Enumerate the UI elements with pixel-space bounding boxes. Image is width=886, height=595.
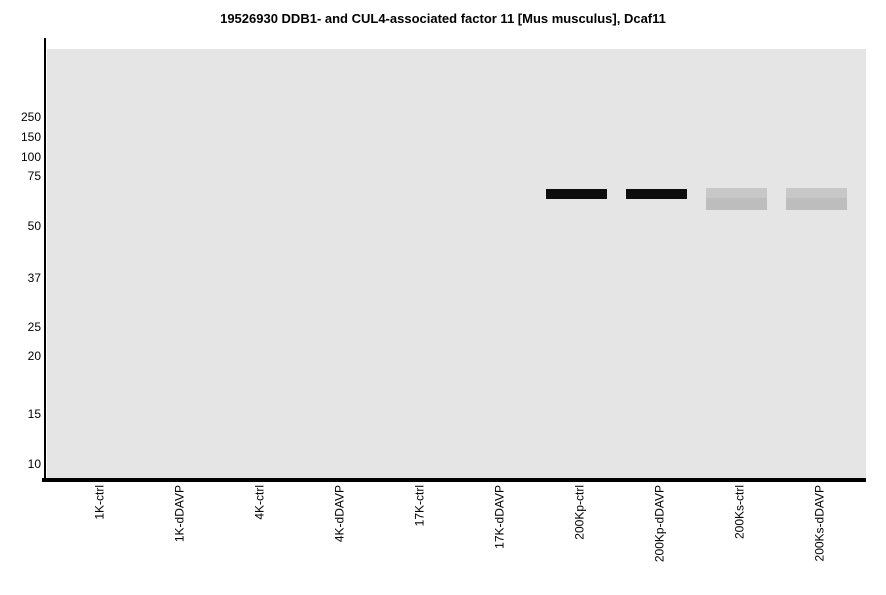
x-axis-line [42, 478, 866, 482]
gel-plot-area [47, 49, 866, 479]
x-axis-lane-label: 17K-ctrl [412, 485, 427, 527]
x-axis-lane-label: 1K-dDAVP [172, 485, 187, 543]
y-axis-line [44, 38, 46, 482]
y-axis-tick-label: 75 [27, 169, 41, 183]
y-axis-tick-label: 20 [27, 349, 41, 363]
x-axis-lane-label: 200Ks-ctrl [732, 485, 747, 540]
y-axis-tick-label: 10 [27, 457, 41, 471]
x-axis-lane-label: 4K-ctrl [252, 485, 267, 520]
x-axis-lane-label: 200Kp-ctrl [572, 485, 587, 540]
x-axis-lane-label: 200Ks-dDAVP [812, 485, 827, 562]
y-axis-tick-label: 150 [20, 130, 41, 144]
y-axis-tick-label: 37 [27, 271, 41, 285]
protein-band [546, 189, 607, 199]
protein-band [786, 188, 847, 210]
x-axis-lane-label: 4K-dDAVP [332, 485, 347, 543]
y-axis-tick-label: 25 [27, 320, 41, 334]
y-axis-tick-label: 15 [27, 407, 41, 421]
y-axis-tick-label: 50 [27, 219, 41, 233]
protein-band [626, 189, 687, 199]
x-axis-lane-label: 17K-dDAVP [492, 485, 507, 549]
y-axis-tick-label: 250 [20, 110, 41, 124]
protein-band [706, 188, 767, 210]
y-axis-tick-label: 100 [20, 150, 41, 164]
chart-title: 19526930 DDB1- and CUL4-associated facto… [220, 11, 666, 26]
x-axis-lane-label: 1K-ctrl [92, 485, 107, 520]
x-axis-lane-label: 200Kp-dDAVP [652, 485, 667, 563]
